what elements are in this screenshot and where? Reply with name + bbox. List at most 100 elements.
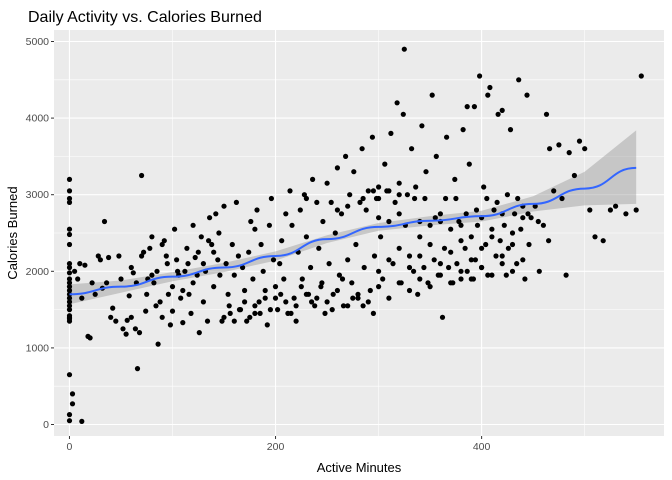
data-point [423, 169, 429, 175]
data-point [571, 172, 578, 179]
data-point [149, 234, 155, 240]
y-axis-title: Calories Burned [5, 186, 20, 279]
data-point [211, 284, 217, 290]
data-point [507, 127, 514, 133]
data-point [425, 280, 431, 286]
data-point [343, 153, 349, 159]
data-point [297, 207, 303, 213]
data-point [215, 257, 221, 263]
data-point [386, 218, 392, 225]
data-point [540, 222, 547, 228]
data-point [386, 295, 392, 301]
data-point [66, 270, 73, 276]
data-point [72, 268, 78, 274]
data-point [139, 172, 145, 179]
data-point [264, 322, 270, 328]
data-point [546, 238, 552, 244]
data-point [536, 268, 542, 274]
data-point [483, 241, 489, 248]
data-point [365, 299, 371, 305]
data-point [481, 184, 487, 190]
data-point [254, 207, 260, 213]
data-point [279, 238, 285, 244]
data-point [204, 318, 211, 324]
data-point [600, 238, 606, 244]
data-point [638, 73, 644, 79]
data-point [532, 203, 538, 209]
data-point [77, 261, 83, 267]
data-point [441, 245, 448, 251]
data-point [195, 249, 201, 255]
data-point [427, 284, 433, 290]
data-point [448, 280, 454, 286]
data-point [462, 245, 468, 251]
data-point [417, 276, 423, 282]
data-point [252, 226, 258, 232]
data-point [66, 299, 73, 305]
data-point [355, 295, 361, 301]
data-point [293, 303, 299, 309]
grid-lines [54, 30, 664, 436]
data-point [159, 241, 165, 248]
data-point [437, 272, 443, 278]
y-tick-label: 1000 [26, 342, 50, 354]
data-point [388, 130, 394, 136]
data-point [89, 280, 95, 286]
data-point [378, 234, 384, 240]
data-point [97, 257, 103, 263]
data-point [360, 195, 366, 202]
data-point [338, 211, 345, 217]
data-point [319, 280, 325, 286]
data-point [242, 299, 248, 305]
data-point [79, 295, 85, 301]
data-point [485, 272, 491, 278]
data-point [376, 268, 382, 274]
data-point [106, 254, 112, 261]
data-point [350, 295, 356, 301]
data-point [227, 310, 233, 316]
data-point [242, 287, 248, 294]
data-point [345, 203, 351, 209]
data-point [417, 234, 423, 240]
data-point [353, 241, 359, 248]
data-point [386, 188, 392, 194]
data-point [250, 276, 256, 282]
data-point [396, 280, 402, 286]
data-point [396, 180, 402, 186]
data-point [587, 207, 593, 213]
data-point [347, 192, 353, 198]
data-point [489, 272, 495, 278]
data-point [240, 264, 246, 271]
data-point [174, 257, 180, 263]
data-point [525, 211, 531, 217]
data-point [169, 284, 176, 290]
data-point [231, 318, 237, 324]
data-point [69, 391, 76, 397]
data-point [186, 291, 192, 297]
data-point [452, 176, 458, 182]
data-point [448, 249, 454, 255]
data-point [149, 272, 155, 278]
data-point [339, 276, 346, 282]
data-point [185, 261, 191, 267]
data-point [479, 245, 485, 251]
data-point [394, 100, 400, 106]
data-point [328, 199, 334, 205]
data-point [528, 215, 534, 221]
data-point [128, 264, 134, 271]
data-point [454, 261, 460, 267]
data-point [236, 307, 243, 313]
data-point [262, 287, 268, 294]
data-point [443, 195, 449, 202]
data-point [268, 195, 274, 202]
data-point [159, 314, 165, 320]
data-point [223, 261, 229, 267]
data-point [143, 308, 149, 314]
data-point [453, 195, 459, 202]
data-point [446, 264, 452, 271]
data-point [79, 418, 85, 424]
data-point [484, 195, 490, 202]
data-point [427, 241, 433, 248]
data-point [518, 226, 524, 232]
data-point [551, 188, 557, 194]
